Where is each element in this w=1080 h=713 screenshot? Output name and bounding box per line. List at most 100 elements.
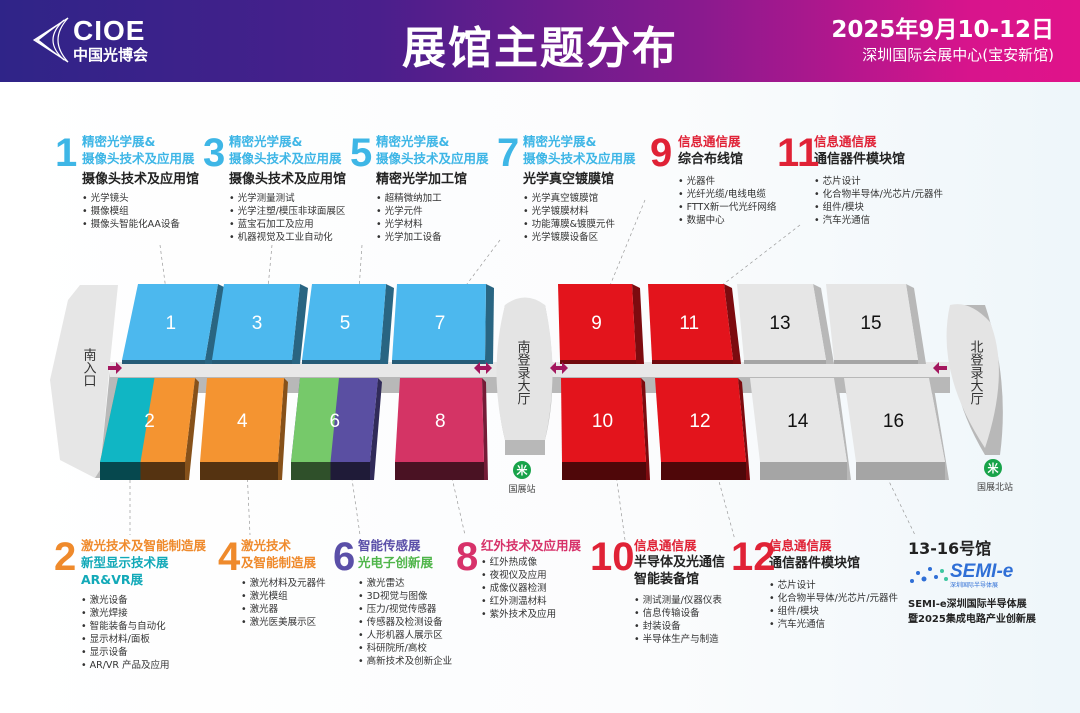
double-arrow-icon — [474, 362, 492, 374]
station-north-label: 国展北站 — [977, 481, 1013, 493]
south-lobby: 南登录大厅 — [496, 297, 553, 455]
list-item: 半导体生产与制造 — [634, 633, 725, 646]
list-item: 红外热成像 — [481, 556, 581, 569]
list-item: FTTX新一代光纤网络 — [678, 201, 777, 214]
list-item: 科研院所/高校 — [358, 642, 452, 655]
list-item: 激光模组 — [241, 590, 326, 603]
hall-1[interactable]: 1 — [122, 284, 226, 364]
list-item: 光学真空镀膜馆 — [523, 192, 636, 205]
list-item: 光学材料 — [376, 218, 489, 231]
page-title: 展馆主题分布 — [402, 23, 678, 74]
info-block-hall-7: 7 精密光学展& 摄像头技术及应用展 光学真空镀膜馆 光学真空镀膜馆光学镀膜材料… — [497, 133, 636, 244]
logo-cn: 中国光博会 — [73, 46, 149, 64]
hall-number: 3 — [203, 131, 226, 175]
hall-number: 7 — [497, 131, 520, 175]
hall-number: 1 — [55, 131, 78, 175]
hall-number-label: 14 — [787, 411, 809, 432]
arrow-right-icon — [108, 362, 122, 374]
hall-4[interactable]: 4 — [200, 378, 288, 480]
event-date: 2025年9月10-12日 — [831, 17, 1054, 43]
hall-name: 智能装备馆 — [634, 572, 700, 587]
hall-12[interactable]: 12 — [655, 378, 750, 480]
hall-number-label: 12 — [689, 411, 710, 432]
list-item: 显示设备 — [81, 646, 206, 659]
list-item: 激光器 — [241, 603, 326, 616]
south-entrance-label: 南入口 — [81, 347, 97, 387]
hall-number: 6 — [333, 535, 356, 579]
header: CIOE 中国光博会 展馆主题分布 2025年9月10-12日 深圳国际会展中心… — [0, 0, 1080, 82]
expo-title: 信息通信展 — [769, 538, 832, 553]
list-item: 激光设备 — [81, 594, 206, 607]
hall-6[interactable]: 6 — [291, 378, 382, 480]
south-lobby-label: 南登录大厅 — [515, 339, 531, 405]
hall-number: 12 — [731, 535, 776, 579]
hall-3[interactable]: 3 — [212, 284, 308, 364]
list-item: 红外测温材料 — [481, 595, 581, 608]
metro-north-icon: 米 — [984, 459, 1002, 477]
hall-name: 通信器件模块馆 — [814, 152, 906, 167]
list-item: 芯片设计 — [814, 175, 943, 188]
hall-number-label: 16 — [883, 411, 904, 432]
list-item: 化合物半导体/光芯片/元器件 — [769, 592, 898, 605]
hall-8[interactable]: 8 — [395, 378, 488, 480]
arrows — [108, 362, 947, 374]
cioe-logo: CIOE 中国光博会 — [28, 14, 148, 66]
expo-title: 红外技术及应用展 — [481, 538, 582, 553]
hall-11[interactable]: 11 — [648, 284, 741, 364]
list-item: 激光雷达 — [358, 577, 452, 590]
list-item: 芯片设计 — [769, 579, 898, 592]
list-item: 蓝宝石加工及应用 — [229, 218, 346, 231]
info-block-semi: 13-16号馆 SEMI-e 深圳国际半导体展 SEMI-e深圳国际半导体展 暨2… — [908, 535, 1036, 627]
hall-5[interactable]: 5 — [302, 284, 394, 364]
semi-logo-sub: 深圳国际半导体展 — [950, 582, 999, 589]
list-item: 光学元件 — [376, 205, 489, 218]
hall-15[interactable]: 15 — [826, 284, 926, 364]
list-item: 紫外技术及应用 — [481, 608, 581, 621]
hall-2[interactable]: 2 — [100, 378, 199, 480]
hall-number: 5 — [350, 131, 373, 175]
expo-title: 精密光学展& — [82, 134, 156, 149]
list-item: 测试测量/仪器仪表 — [634, 594, 725, 607]
expo-title: AR&VR展 — [81, 572, 143, 587]
expo-title: 激光技术及智能制造展 — [81, 538, 207, 553]
semi-line2: 暨2025集成电路产业创新展 — [908, 614, 1036, 625]
expo-title: 精密光学展& — [523, 134, 597, 149]
list-item: 人形机器人展示区 — [358, 629, 452, 642]
expo-title: 摄像头技术及应用展 — [229, 151, 342, 166]
hall-16[interactable]: 16 — [844, 378, 949, 480]
expo-title: 精密光学展& — [229, 134, 303, 149]
list-item: 光学测量测试 — [229, 192, 346, 205]
hall-number: 2 — [54, 535, 77, 579]
semi-line1: SEMI-e深圳国际半导体展 — [908, 599, 1027, 610]
hall-14[interactable]: 14 — [750, 378, 851, 480]
hall-number: 10 — [590, 535, 635, 579]
expo-title: 激光技术 — [241, 538, 292, 553]
hall-13[interactable]: 13 — [737, 284, 834, 364]
list-item: 信息传输设备 — [634, 607, 725, 620]
event-venue: 深圳国际会展中心(宝安新馆) — [862, 46, 1054, 64]
list-item: 摄像头智能化AA设备 — [82, 218, 199, 231]
hall-name: 光学真空镀膜馆 — [523, 172, 615, 187]
list-item: 汽车光通信 — [814, 214, 943, 227]
list-item: 光学镀膜材料 — [523, 205, 636, 218]
hall-name: 摄像头技术及应用馆 — [229, 172, 347, 187]
metro-south-icon: 米 — [513, 461, 531, 479]
hall-name: 综合布线馆 — [678, 152, 744, 167]
hall-number-label: 15 — [860, 313, 881, 334]
station-south-label: 国展站 — [508, 483, 535, 495]
hall-7[interactable]: 7 — [392, 284, 494, 364]
hall-10[interactable]: 10 — [561, 378, 650, 480]
hall-number: 8 — [456, 535, 479, 579]
expo-title: 智能传感展 — [358, 538, 421, 553]
semi-logo-text: SEMI-e — [950, 561, 1014, 582]
hall-number-label: 8 — [435, 411, 446, 432]
list-item: 光学镀膜设备区 — [523, 231, 636, 244]
hall-9[interactable]: 9 — [558, 284, 644, 364]
list-item: 高新技术及创新企业 — [358, 655, 453, 668]
list-item: 功能薄膜&镀膜元件 — [523, 218, 636, 231]
hall-number-label: 11 — [679, 313, 699, 334]
expo-title: 摄像头技术及应用展 — [82, 151, 195, 166]
list-item: 封装设备 — [634, 620, 725, 633]
list-item: 传感器及检测设备 — [358, 616, 452, 629]
expo-title: 新型显示技术展 — [81, 555, 169, 570]
